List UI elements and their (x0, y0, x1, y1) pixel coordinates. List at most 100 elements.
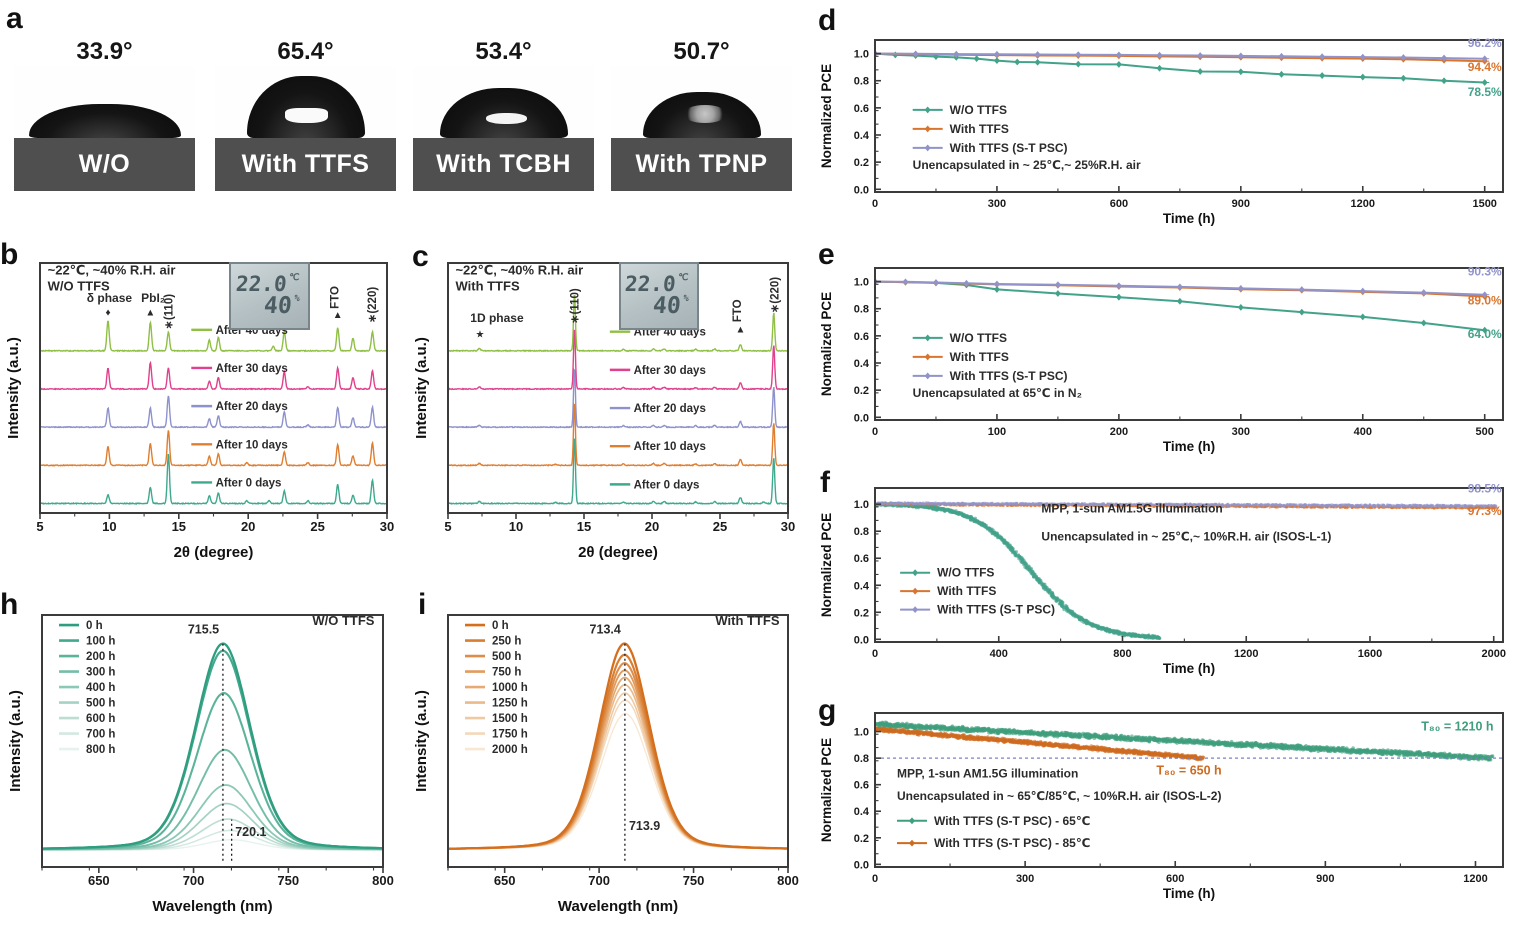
panel-b-xrd-wo-ttfs: 22.0℃ 40% After 0 days After 10 days After… (0, 238, 405, 580)
svg-text:With TTFS: With TTFS (950, 122, 1009, 136)
svg-text:100: 100 (988, 426, 1006, 438)
panel-label-a: a (6, 2, 23, 35)
svg-text:W/O TTFS: W/O TTFS (950, 331, 1007, 345)
panel-label-h: h (0, 588, 19, 621)
panel-label-c: c (412, 240, 429, 273)
svg-text:With TTFS: With TTFS (937, 584, 996, 598)
panel-e-stability-65c-n2: W/O TTFS With TTFS With TTFS (S-T PSC) 0 100… (812, 232, 1514, 462)
panel-label-e: e (818, 238, 835, 271)
svg-text:300: 300 (988, 198, 1006, 210)
svg-text:0.2: 0.2 (854, 157, 869, 169)
droplet (246, 76, 365, 138)
chart-svg-f: W/O TTFS With TTFS With TTFS (S-T PSC) 0 400… (819, 482, 1506, 676)
svg-text:W/O TTFS: W/O TTFS (937, 566, 994, 580)
svg-text:20: 20 (241, 519, 255, 534)
svg-text:94.4%: 94.4% (1468, 60, 1502, 74)
svg-text:5: 5 (36, 519, 43, 534)
chart-svg-b: After 0 days After 10 days After 20 days Af… (5, 262, 394, 561)
sample-label: With TCBH (413, 138, 594, 191)
panel-h-pl-wo-ttfs: 0 h 100 h 200 h 300 h 400 h 500 h 600 h 700 h 80… (0, 585, 410, 926)
droplet-photo (215, 66, 396, 138)
svg-text:FTO: FTO (329, 286, 341, 309)
svg-text:With TTFS (S-T PSC): With TTFS (S-T PSC) (950, 369, 1068, 383)
svg-text:400: 400 (1354, 426, 1372, 438)
droplet-photo (14, 66, 195, 138)
svg-text:~22℃, ~40% R.H. air: ~22℃, ~40% R.H. air (455, 262, 583, 277)
svg-text:89.0%: 89.0% (1468, 293, 1502, 307)
panel-label-g: g (818, 694, 837, 727)
sample-label: With TPNP (611, 138, 792, 191)
panel-a-contact-angles: 33.9° W/O 65.4° With TTFS 53.4° With TCB… (0, 0, 810, 235)
svg-text:~22℃, ~40% R.H. air: ~22℃, ~40% R.H. air (48, 262, 176, 277)
svg-text:δ phase: δ phase (87, 291, 133, 305)
svg-text:0.0: 0.0 (854, 184, 869, 196)
svg-text:Normalized PCE: Normalized PCE (819, 64, 834, 168)
svg-text:With TTFS: With TTFS (950, 350, 1009, 364)
panel-f-stability-mpp-isos-l1: W/O TTFS With TTFS With TTFS (S-T PSC) 0 400… (812, 462, 1514, 692)
svg-text:97.3%: 97.3% (1468, 504, 1502, 518)
svg-text:0.4: 0.4 (854, 580, 870, 592)
svg-text:Unencapsulated in ~ 25℃,~ 25%R: Unencapsulated in ~ 25℃,~ 25%R.H. air (913, 158, 1141, 172)
svg-text:Unencapsulated at 65℃ in N₂: Unencapsulated at 65℃ in N₂ (913, 386, 1082, 400)
svg-text:After 10 days: After 10 days (216, 439, 288, 451)
svg-text:0.8: 0.8 (854, 526, 869, 538)
svg-text:0.8: 0.8 (854, 304, 869, 316)
svg-text:15: 15 (577, 519, 591, 534)
hygrometer-temperature: 22.0℃ (624, 272, 689, 296)
chart-svg-e: W/O TTFS With TTFS With TTFS (S-T PSC) 0 100… (819, 265, 1504, 454)
svg-text:∗(110): ∗(110) (164, 294, 176, 330)
panel-g-stability-mpp-isos-l2: With TTFS (S-T PSC) - 65℃ With TTFS (S-T … (812, 692, 1514, 926)
svg-text:300: 300 (1232, 426, 1250, 438)
svg-text:1200: 1200 (1234, 648, 1258, 660)
svg-text:★: ★ (475, 329, 484, 340)
svg-text:1.0: 1.0 (854, 49, 869, 61)
svg-text:Normalized PCE: Normalized PCE (819, 292, 834, 396)
svg-text:15: 15 (172, 519, 186, 534)
svg-text:30: 30 (781, 519, 795, 534)
humidity-unit: % (293, 294, 300, 305)
droplet-glint (285, 108, 328, 124)
svg-text:After 20 days: After 20 days (634, 403, 706, 415)
svg-text:∗(220): ∗(220) (769, 277, 781, 314)
svg-text:After 10 days: After 10 days (634, 441, 706, 453)
svg-text:600: 600 (1110, 198, 1128, 210)
svg-text:After 30 days: After 30 days (216, 363, 288, 375)
svg-text:96.2%: 96.2% (1468, 36, 1502, 50)
panel-label-d: d (818, 4, 837, 37)
svg-text:FTO: FTO (732, 299, 744, 322)
droplet (28, 104, 181, 138)
svg-text:20: 20 (645, 519, 659, 534)
humidity-value: 40 (651, 293, 682, 320)
svg-text:0.6: 0.6 (854, 553, 869, 565)
droplet-glint (682, 104, 728, 124)
svg-text:200: 200 (1110, 426, 1128, 438)
humidity-unit: % (682, 294, 690, 305)
svg-text:0.6: 0.6 (854, 103, 869, 115)
svg-text:0: 0 (872, 648, 878, 660)
svg-text:0.6: 0.6 (854, 331, 869, 343)
svg-text:With TTFS: With TTFS (455, 278, 519, 293)
svg-text:0: 0 (872, 426, 878, 438)
panel-d-stability-rh-air: W/O TTFS With TTFS With TTFS (S-T PSC) 0 300… (812, 0, 1514, 232)
svg-text:Intensity (a.u.): Intensity (a.u.) (413, 337, 430, 439)
panel-i-pl-with-ttfs: 0 h 250 h 500 h 750 h 1000 h 1250 h 1500 h 1750… (410, 585, 810, 926)
chart-svg-c: After 0 days After 10 days After 20 days Af… (413, 262, 795, 561)
sample-label: With TTFS (215, 138, 396, 191)
svg-text:MPP, 1-sun AM1.5G illumination: MPP, 1-sun AM1.5G illumination (1041, 502, 1222, 516)
svg-text:PbI₂: PbI₂ (141, 291, 165, 305)
humidity-value: 40 (262, 293, 293, 320)
svg-text:Intensity (a.u.): Intensity (a.u.) (5, 337, 22, 439)
svg-text:10: 10 (102, 519, 116, 534)
svg-text:∗(110): ∗(110) (570, 288, 582, 324)
droplet (642, 92, 761, 138)
hygrometer-inset: 22.0℃ 40% (228, 261, 310, 331)
contact-angle-sample-ttfs: 65.4° With TTFS (215, 38, 396, 191)
svg-text:98.5%: 98.5% (1468, 482, 1502, 496)
svg-text:▲: ▲ (145, 307, 155, 318)
svg-text:After 0 days: After 0 days (634, 479, 700, 491)
svg-text:Normalized PCE: Normalized PCE (819, 513, 834, 617)
svg-text:Time (h): Time (h) (1163, 211, 1215, 226)
svg-text:W/O TTFS: W/O TTFS (950, 103, 1007, 117)
